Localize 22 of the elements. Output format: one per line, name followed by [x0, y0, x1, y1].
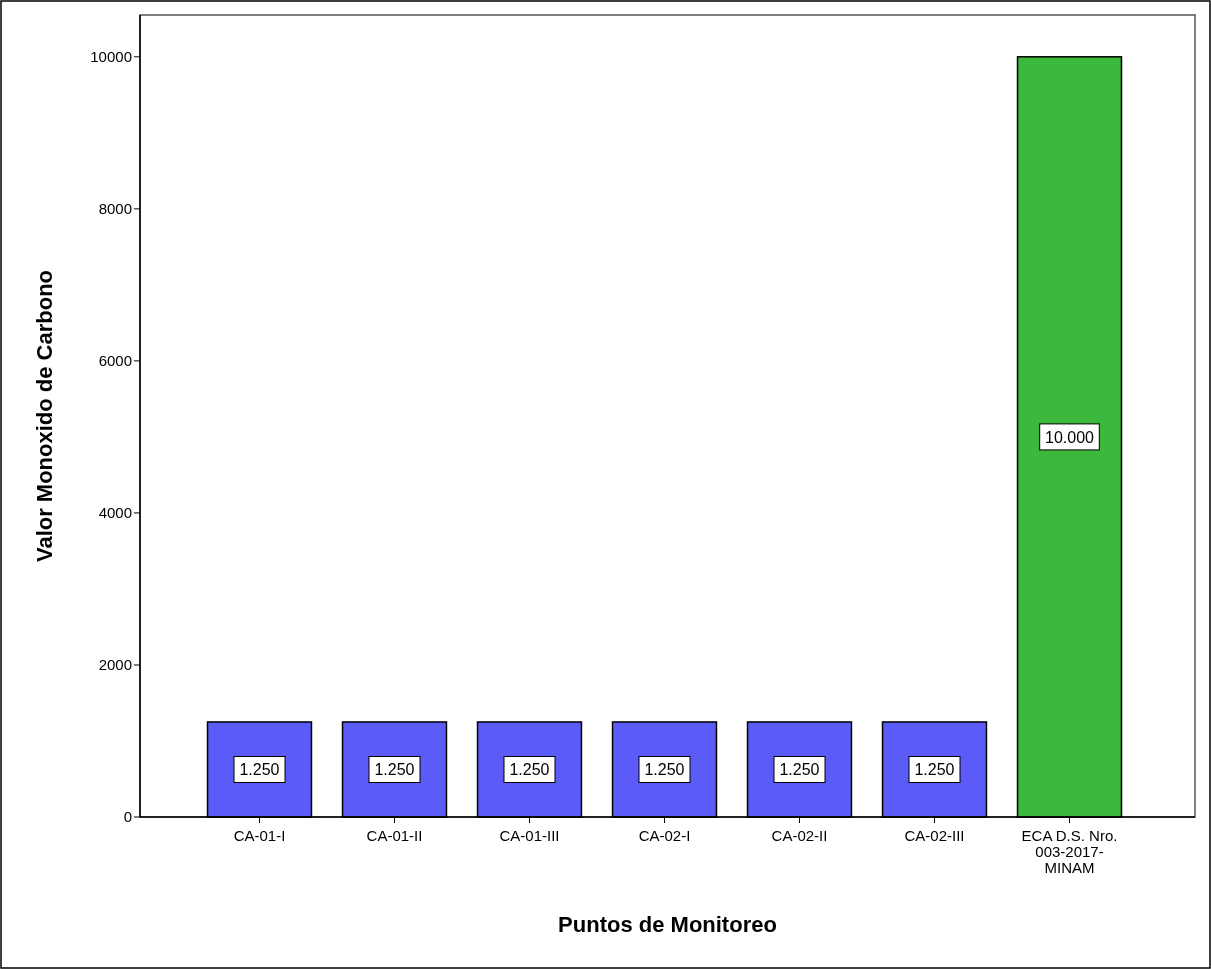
x-tick-label: CA-01-I: [233, 827, 286, 844]
y-tick-label: 6000: [98, 351, 132, 369]
y-tick-label: 2000: [98, 655, 132, 673]
x-tick-label: ECA D.S. Nro. 003-2017-MINAM: [1021, 827, 1118, 876]
x-axis-title: Puntos de Monitoreo: [558, 912, 777, 937]
y-tick-label: 0: [123, 808, 132, 825]
y-tick-label: 10000: [90, 47, 132, 65]
data-label: 10.000: [1045, 428, 1095, 446]
x-tick-label: CA-01-III: [499, 827, 560, 844]
data-label: 1.250: [644, 761, 685, 779]
x-tick-label: CA-02-III: [904, 827, 965, 844]
y-axis-title: Valor Monoxido de Carbono: [32, 269, 57, 563]
x-tick-label: CA-02-I: [638, 827, 691, 844]
y-tick-label: 4000: [98, 503, 132, 521]
data-label: 1.250: [239, 761, 280, 779]
data-label: 1.250: [374, 761, 415, 779]
data-label: 1.250: [779, 761, 820, 779]
data-label: 1.250: [509, 761, 550, 779]
data-label: 1.250: [914, 761, 955, 779]
y-tick-label: 8000: [98, 199, 132, 217]
x-tick-label: CA-02-II: [771, 827, 828, 844]
x-tick-label: CA-01-II: [366, 827, 423, 844]
